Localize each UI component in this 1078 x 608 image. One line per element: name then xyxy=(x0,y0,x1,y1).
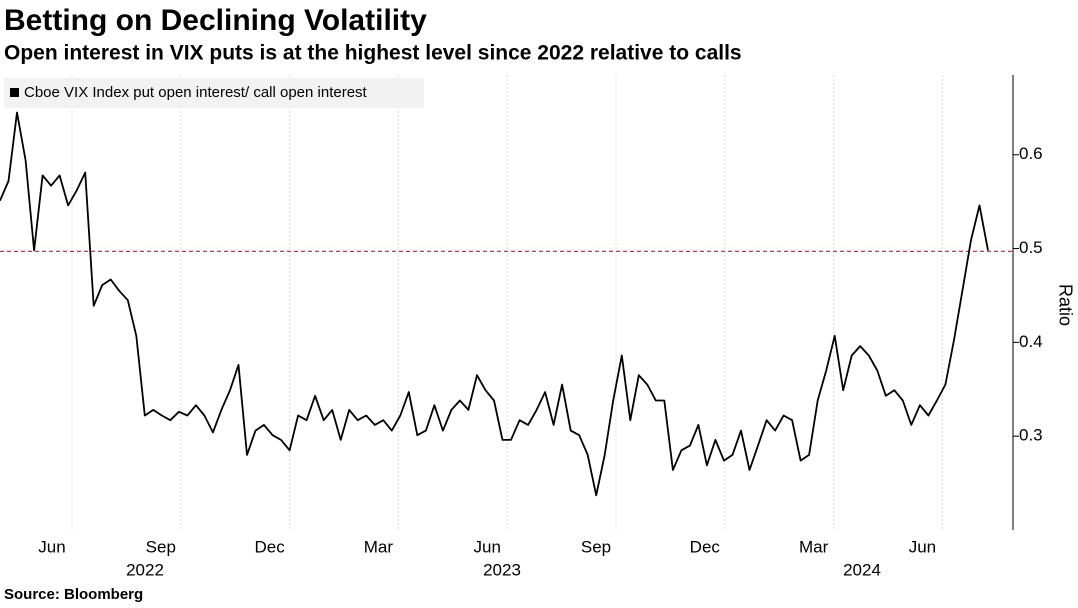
chart-subtitle: Open interest in VIX puts is at the high… xyxy=(4,42,742,65)
y-axis-label: Ratio xyxy=(1055,284,1075,326)
source: Source: Bloomberg xyxy=(4,586,143,603)
x-tick-label: Dec xyxy=(254,537,285,556)
x-tick-label: Sep xyxy=(146,537,176,556)
legend-box xyxy=(4,78,424,108)
chart-title: Betting on Declining Volatility xyxy=(4,4,427,37)
x-tick-label: Jun xyxy=(38,537,65,556)
y-tick-label: 0.5 xyxy=(1019,238,1043,257)
x-year-label: 2024 xyxy=(843,560,881,579)
x-tick-label: Sep xyxy=(581,537,611,556)
x-year-label: 2023 xyxy=(483,560,521,579)
x-tick-label: Jun xyxy=(473,537,500,556)
y-tick-label: 0.6 xyxy=(1019,144,1043,163)
x-tick-label: Mar xyxy=(799,537,829,556)
legend-swatch xyxy=(10,88,19,97)
line-series xyxy=(0,111,989,497)
x-tick-label: Jun xyxy=(909,537,936,556)
legend-label: Cboe VIX Index put open interest/ call o… xyxy=(24,84,368,101)
x-tick-label: Dec xyxy=(690,537,721,556)
y-tick-label: 0.4 xyxy=(1019,332,1043,351)
x-tick-label: Mar xyxy=(364,537,394,556)
x-year-label: 2022 xyxy=(126,560,164,579)
y-tick-label: 0.3 xyxy=(1019,426,1043,445)
